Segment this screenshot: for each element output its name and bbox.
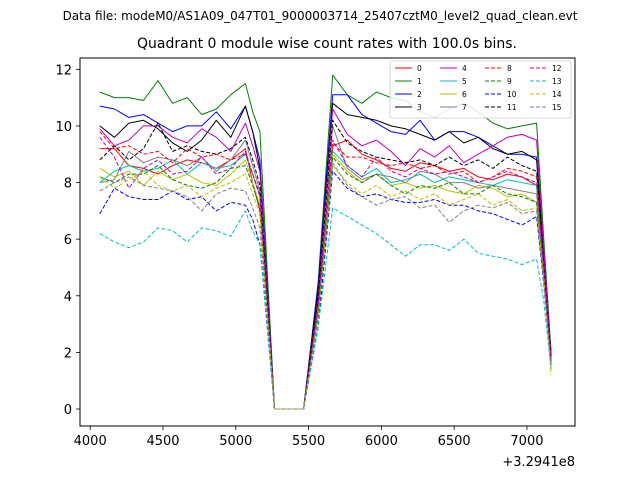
series-line-2 bbox=[99, 94, 552, 410]
figure-suptitle: Data file: modeM0/AS1A09_047T01_90000037… bbox=[63, 9, 578, 23]
x-tick-label: 6500 bbox=[438, 434, 471, 449]
y-tick-label: 2 bbox=[64, 346, 72, 361]
x-axis-offset-label: +3.2941e8 bbox=[502, 455, 575, 470]
series-line-10 bbox=[99, 170, 552, 410]
series-line-12 bbox=[99, 137, 552, 410]
legend-label-0: 0 bbox=[417, 64, 422, 73]
x-tick-label: 4000 bbox=[74, 434, 107, 449]
legend-label-14: 14 bbox=[552, 90, 562, 99]
legend-label-2: 2 bbox=[417, 90, 422, 99]
legend-label-6: 6 bbox=[462, 90, 467, 99]
y-tick-label: 10 bbox=[55, 120, 72, 135]
series-line-9 bbox=[99, 156, 552, 410]
x-tick-label: 4500 bbox=[146, 434, 179, 449]
legend-label-3: 3 bbox=[417, 103, 422, 112]
x-tick-label: 5000 bbox=[219, 434, 252, 449]
legend-label-12: 12 bbox=[552, 64, 562, 73]
chart-title: Quadrant 0 module wise count rates with … bbox=[137, 36, 517, 52]
legend-label-10: 10 bbox=[507, 90, 517, 99]
y-tick-label: 4 bbox=[64, 290, 72, 305]
legend-label-13: 13 bbox=[552, 77, 562, 86]
series-line-11 bbox=[99, 119, 552, 410]
series-line-15 bbox=[99, 162, 552, 410]
legend-label-1: 1 bbox=[417, 77, 422, 86]
legend-label-5: 5 bbox=[462, 77, 467, 86]
legend-label-15: 15 bbox=[552, 103, 562, 112]
y-tick-label: 0 bbox=[64, 403, 72, 418]
x-tick-label: 6000 bbox=[365, 434, 398, 449]
legend-label-9: 9 bbox=[507, 77, 512, 86]
y-axis: 0 2 4 6 8 10 12 bbox=[55, 63, 80, 418]
legend-frame bbox=[389, 60, 572, 119]
x-axis: 4000 4500 5000 5500 6000 6500 7000 bbox=[74, 426, 544, 449]
y-tick-label: 8 bbox=[64, 177, 72, 192]
series-line-4 bbox=[99, 108, 552, 410]
series-line-7 bbox=[99, 125, 552, 410]
legend-label-4: 4 bbox=[462, 64, 467, 73]
series-line-13 bbox=[99, 207, 552, 410]
x-tick-label: 7000 bbox=[510, 434, 543, 449]
y-tick-label: 12 bbox=[55, 63, 72, 78]
x-tick-label: 5500 bbox=[292, 434, 325, 449]
legend-label-11: 11 bbox=[507, 103, 517, 112]
legend-label-7: 7 bbox=[462, 103, 467, 112]
axes-frame bbox=[79, 57, 576, 427]
plot-area bbox=[99, 74, 552, 410]
y-tick-label: 6 bbox=[64, 233, 72, 248]
legend-label-8: 8 bbox=[507, 64, 512, 73]
